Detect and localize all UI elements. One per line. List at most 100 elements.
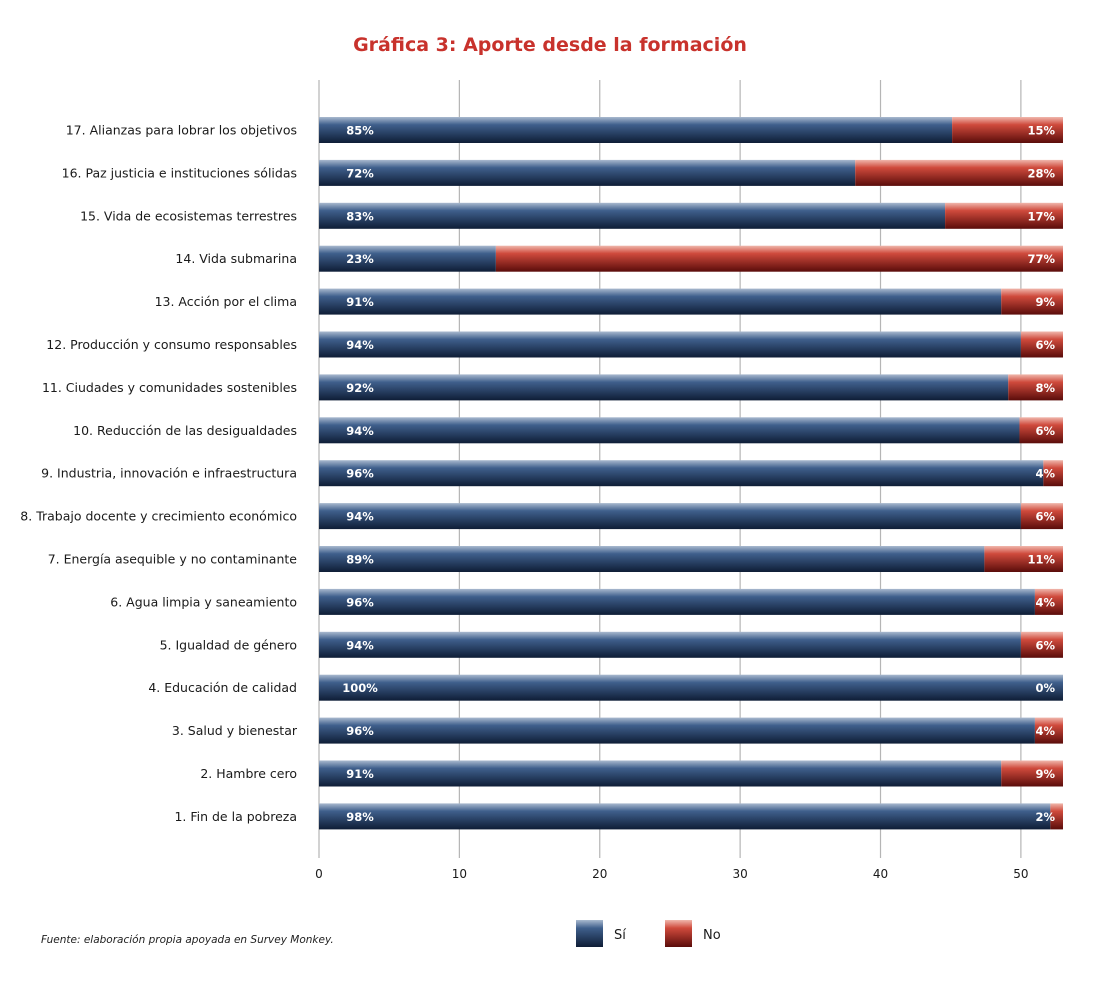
bar-no xyxy=(1001,760,1063,787)
data-label-no: 77% xyxy=(1027,252,1055,266)
bar-si xyxy=(319,674,1063,701)
x-tick-label-50: 50 xyxy=(1013,867,1028,881)
bar-si xyxy=(319,760,1002,787)
category-label: 8. Trabajo docente y crecimiento económi… xyxy=(20,509,297,524)
bar-no xyxy=(1050,803,1063,830)
category-label: 10. Reducción de las desigualdades xyxy=(73,423,297,438)
bar-si xyxy=(319,417,1020,444)
bars: 85% 15% 72% 28% 83% 17% 23% 77% 91% 9% 94% 6% 92% 8% 9… xyxy=(319,117,1063,830)
data-label-no: 9% xyxy=(1035,295,1055,309)
data-label-si: 94% xyxy=(346,638,374,652)
x-tick-label-20: 20 xyxy=(592,867,607,881)
data-label-si: 96% xyxy=(346,467,374,481)
bar-no xyxy=(495,245,1063,272)
bar-si xyxy=(319,202,946,229)
category-label: 2. Hambre cero xyxy=(200,766,297,781)
bar-no xyxy=(945,202,1063,229)
data-label-si: 100% xyxy=(342,681,378,695)
legend-label-si: Sí xyxy=(614,928,626,943)
x-axis-ticks: 0 10 20 30 40 50 xyxy=(315,867,1028,881)
data-label-si: 92% xyxy=(346,381,374,395)
data-label-si: 96% xyxy=(346,595,374,609)
bar-no xyxy=(1020,503,1063,530)
category-label: 16. Paz justicia e instituciones sólidas xyxy=(62,165,297,180)
x-tick-label-40: 40 xyxy=(873,867,888,881)
data-label-si: 94% xyxy=(346,338,374,352)
bar-no xyxy=(1043,460,1063,487)
category-labels: 17. Alianzas para lobrar los objetivos 16… xyxy=(20,123,298,824)
data-label-no: 6% xyxy=(1035,510,1055,524)
legend-swatch-si xyxy=(576,920,603,947)
category-label: 13. Acción por el clima xyxy=(155,294,297,309)
bar-no xyxy=(1019,417,1063,444)
bar-no xyxy=(1020,331,1063,358)
bar-no xyxy=(1001,288,1063,315)
data-label-si: 96% xyxy=(346,724,374,738)
category-label: 17. Alianzas para lobrar los objetivos xyxy=(66,123,297,138)
bar-si xyxy=(319,288,1002,315)
bar-si xyxy=(319,117,953,143)
bar-si xyxy=(319,159,856,186)
data-label-no: 2% xyxy=(1035,810,1055,824)
category-label: 9. Industria, innovación e infraestructu… xyxy=(41,466,297,481)
legend: Sí No xyxy=(576,920,721,947)
bar-si xyxy=(319,374,1009,401)
bar-si xyxy=(319,803,1051,830)
bar-si xyxy=(319,503,1021,530)
data-label-si: 91% xyxy=(346,767,374,781)
bar-si xyxy=(319,588,1035,615)
data-label-no: 11% xyxy=(1027,553,1055,567)
data-label-si: 23% xyxy=(346,252,374,266)
category-label: 15. Vida de ecosistemas terrestres xyxy=(80,208,297,223)
category-label: 3. Salud y bienestar xyxy=(172,723,298,738)
data-label-no: 0% xyxy=(1035,681,1055,695)
data-label-no: 6% xyxy=(1035,424,1055,438)
data-label-si: 91% xyxy=(346,295,374,309)
category-label: 1. Fin de la pobreza xyxy=(174,809,297,824)
legend-swatch-no xyxy=(665,920,692,947)
category-label: 6. Agua limpia y saneamiento xyxy=(110,594,297,609)
data-label-no: 4% xyxy=(1035,595,1055,609)
data-label-si: 89% xyxy=(346,553,374,567)
category-label: 7. Energía asequible y no contaminante xyxy=(48,552,298,567)
data-label-no: 9% xyxy=(1035,767,1055,781)
x-tick-label-0: 0 xyxy=(315,867,323,881)
bar-no xyxy=(1034,588,1063,615)
data-label-no: 6% xyxy=(1035,338,1055,352)
data-label-si: 83% xyxy=(346,209,374,223)
bar-si xyxy=(319,717,1035,744)
category-label: 4. Educación de calidad xyxy=(148,680,297,695)
data-label-no: 6% xyxy=(1035,638,1055,652)
x-tick-label-10: 10 xyxy=(452,867,467,881)
category-label: 11. Ciudades y comunidades sostenibles xyxy=(42,380,297,395)
category-label: 12. Producción y consumo responsables xyxy=(46,337,297,352)
source-note: Fuente: elaboración propia apoyada en Su… xyxy=(41,934,334,946)
bar-si xyxy=(319,331,1021,358)
bar-si xyxy=(319,460,1044,487)
bar-si xyxy=(319,546,985,572)
bar-no xyxy=(1020,631,1063,658)
data-label-no: 28% xyxy=(1027,166,1055,180)
legend-label-no: No xyxy=(703,928,721,943)
category-label: 5. Igualdad de género xyxy=(160,637,297,652)
data-label-no: 4% xyxy=(1035,467,1055,481)
data-label-no: 4% xyxy=(1035,724,1055,738)
data-label-no: 15% xyxy=(1027,124,1055,138)
data-label-si: 94% xyxy=(346,424,374,438)
chart-title: Gráfica 3: Aporte desde la formación xyxy=(353,34,747,56)
data-label-si: 94% xyxy=(346,510,374,524)
data-label-no: 8% xyxy=(1035,381,1055,395)
data-label-no: 17% xyxy=(1027,209,1055,223)
data-label-si: 85% xyxy=(346,124,374,138)
data-label-si: 72% xyxy=(346,166,374,180)
x-tick-label-30: 30 xyxy=(732,867,747,881)
bar-no xyxy=(1008,374,1063,401)
bar-no xyxy=(855,159,1063,186)
data-label-si: 98% xyxy=(346,810,374,824)
bar-no xyxy=(1034,717,1063,744)
bar-no xyxy=(952,117,1063,143)
category-label: 14. Vida submarina xyxy=(175,251,297,266)
bar-no xyxy=(984,546,1063,572)
bar-si xyxy=(319,631,1021,658)
